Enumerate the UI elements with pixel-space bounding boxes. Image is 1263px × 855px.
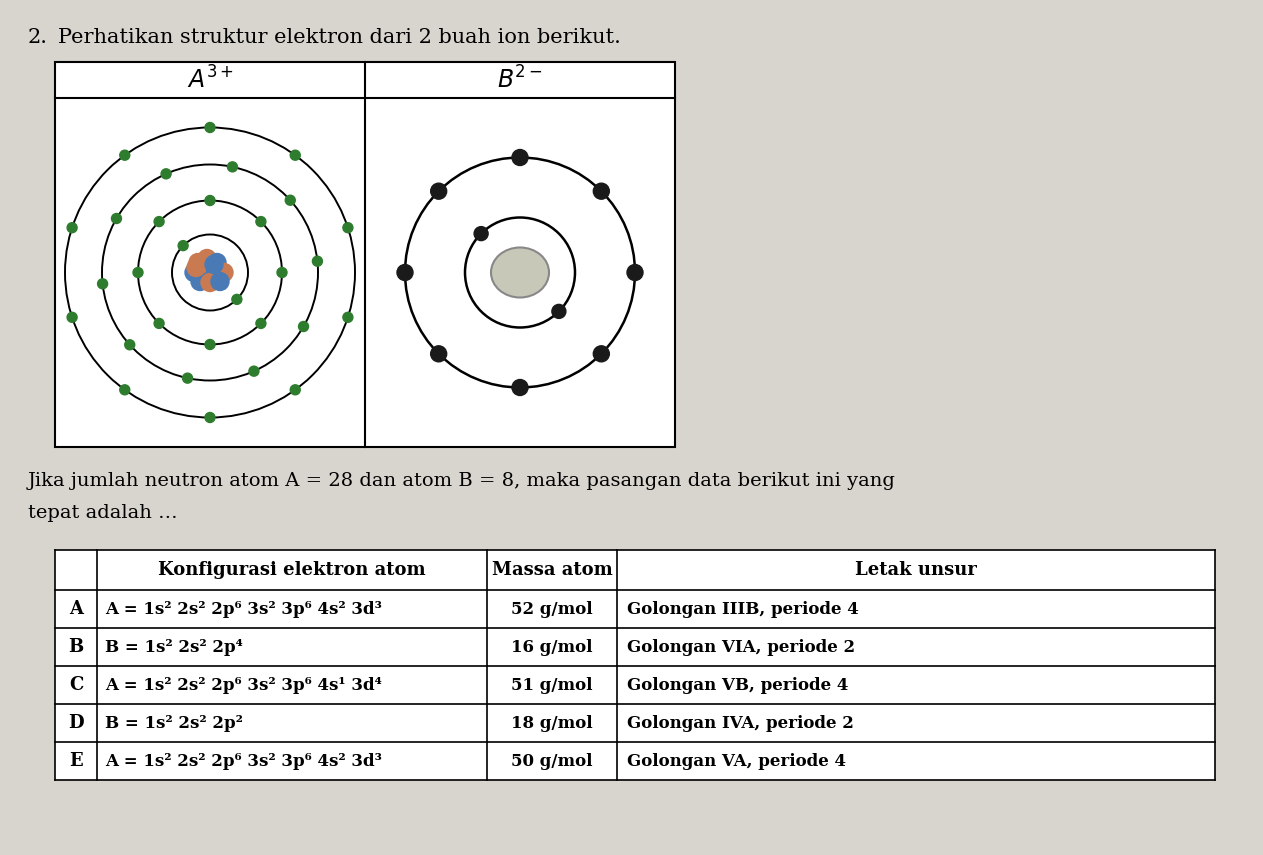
- Circle shape: [474, 227, 488, 240]
- Text: E: E: [69, 752, 83, 770]
- Circle shape: [227, 162, 237, 172]
- Text: Golongan VA, periode 4: Golongan VA, periode 4: [626, 752, 846, 770]
- Text: D: D: [68, 714, 83, 732]
- Circle shape: [120, 150, 130, 160]
- Text: 52 g/mol: 52 g/mol: [512, 600, 592, 617]
- Circle shape: [205, 412, 215, 422]
- Text: A = 1s² 2s² 2p⁶ 3s² 3p⁶ 4s² 3d³: A = 1s² 2s² 2p⁶ 3s² 3p⁶ 4s² 3d³: [105, 752, 381, 770]
- Circle shape: [67, 312, 77, 322]
- Circle shape: [249, 366, 259, 376]
- Circle shape: [298, 321, 308, 332]
- Text: Golongan VIA, periode 2: Golongan VIA, periode 2: [626, 639, 855, 656]
- Circle shape: [111, 214, 121, 223]
- Text: A: A: [69, 600, 83, 618]
- Circle shape: [211, 273, 229, 291]
- Circle shape: [512, 150, 528, 166]
- Text: Jika jumlah neutron atom A = 28 dan atom B = 8, maka pasangan data berikut ini y: Jika jumlah neutron atom A = 28 dan atom…: [28, 472, 895, 490]
- Circle shape: [133, 268, 143, 278]
- Circle shape: [198, 250, 216, 268]
- Circle shape: [512, 380, 528, 396]
- Text: A = 1s² 2s² 2p⁶ 3s² 3p⁶ 4s¹ 3d⁴: A = 1s² 2s² 2p⁶ 3s² 3p⁶ 4s¹ 3d⁴: [105, 676, 381, 693]
- Circle shape: [191, 273, 208, 291]
- Circle shape: [431, 345, 447, 362]
- Circle shape: [552, 304, 566, 318]
- Text: 51 g/mol: 51 g/mol: [512, 676, 592, 693]
- Text: 50 g/mol: 50 g/mol: [512, 752, 592, 770]
- Circle shape: [397, 264, 413, 280]
- Circle shape: [290, 385, 301, 395]
- Circle shape: [178, 240, 188, 251]
- Circle shape: [342, 222, 352, 233]
- Circle shape: [205, 256, 224, 274]
- Text: A = 1s² 2s² 2p⁶ 3s² 3p⁶ 4s² 3d³: A = 1s² 2s² 2p⁶ 3s² 3p⁶ 4s² 3d³: [105, 600, 381, 617]
- Circle shape: [201, 274, 218, 292]
- Text: tepat adalah …: tepat adalah …: [28, 504, 178, 522]
- Circle shape: [594, 183, 609, 199]
- Circle shape: [154, 318, 164, 328]
- Circle shape: [256, 318, 266, 328]
- Ellipse shape: [491, 247, 549, 298]
- Text: B = 1s² 2s² 2p²: B = 1s² 2s² 2p²: [105, 715, 242, 732]
- Circle shape: [196, 261, 213, 279]
- Circle shape: [184, 263, 203, 281]
- Circle shape: [312, 256, 322, 266]
- Circle shape: [120, 385, 130, 395]
- Circle shape: [183, 373, 192, 383]
- Text: $A^{3+}$: $A^{3+}$: [187, 67, 234, 93]
- Circle shape: [205, 339, 215, 350]
- Text: Golongan IIIB, periode 4: Golongan IIIB, periode 4: [626, 600, 859, 617]
- Circle shape: [342, 312, 352, 322]
- Text: 16 g/mol: 16 g/mol: [512, 639, 592, 656]
- Circle shape: [232, 294, 242, 304]
- Text: Golongan VB, periode 4: Golongan VB, periode 4: [626, 676, 849, 693]
- Circle shape: [97, 279, 107, 289]
- Circle shape: [189, 253, 207, 272]
- Text: Letak unsur: Letak unsur: [855, 561, 978, 579]
- Circle shape: [187, 258, 205, 276]
- Text: C: C: [68, 676, 83, 694]
- Text: Golongan IVA, periode 2: Golongan IVA, periode 2: [626, 715, 854, 732]
- Circle shape: [205, 196, 215, 205]
- Circle shape: [626, 264, 643, 280]
- Text: B = 1s² 2s² 2p⁴: B = 1s² 2s² 2p⁴: [105, 639, 242, 656]
- Circle shape: [431, 183, 447, 199]
- Circle shape: [208, 253, 226, 272]
- Circle shape: [290, 150, 301, 160]
- Circle shape: [125, 339, 135, 350]
- Circle shape: [205, 122, 215, 133]
- Text: Massa atom: Massa atom: [491, 561, 613, 579]
- Circle shape: [277, 268, 287, 278]
- Text: $B^{2-}$: $B^{2-}$: [498, 67, 543, 93]
- Circle shape: [206, 266, 224, 284]
- Circle shape: [256, 216, 266, 227]
- Text: Konfigurasi elektron atom: Konfigurasi elektron atom: [158, 561, 426, 579]
- Text: Perhatikan struktur elektron dari 2 buah ion berikut.: Perhatikan struktur elektron dari 2 buah…: [58, 28, 621, 47]
- Circle shape: [162, 168, 171, 179]
- Circle shape: [67, 222, 77, 233]
- Text: B: B: [68, 638, 83, 656]
- Text: 2.: 2.: [28, 28, 48, 47]
- Circle shape: [594, 345, 609, 362]
- Circle shape: [215, 263, 232, 281]
- Circle shape: [154, 216, 164, 227]
- FancyBboxPatch shape: [56, 550, 1215, 780]
- FancyBboxPatch shape: [56, 62, 674, 447]
- Text: 18 g/mol: 18 g/mol: [512, 715, 592, 732]
- Circle shape: [285, 195, 296, 205]
